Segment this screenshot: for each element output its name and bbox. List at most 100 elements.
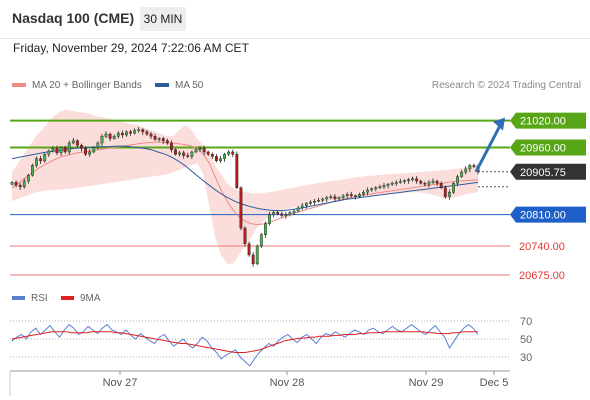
level-label-box [510,139,586,156]
candle [268,211,271,226]
candle-body [84,148,88,155]
rsi-series-rsi [11,323,479,367]
candle [304,202,308,209]
candle-body [366,189,370,193]
candle-body [14,182,18,186]
candle [447,189,451,200]
series-line-ma-50 [11,145,479,212]
candle [460,169,464,178]
candle-body [411,178,415,181]
time-axis-label: Nov 29 [409,377,444,389]
candle-body [92,147,96,153]
instrument-title: Nasdaq 100 (CME) [12,10,135,26]
candle [464,166,468,175]
candle-body [386,183,390,186]
candle-body [390,183,394,185]
candle [96,141,100,150]
candle [141,128,145,135]
candle [255,244,259,266]
candle [435,179,439,186]
candle [84,146,88,156]
candle-body [255,245,259,265]
candle-body [55,148,59,154]
candle [161,136,165,144]
candle [206,150,210,156]
candle [149,131,153,139]
candle [341,194,345,200]
candle-body [362,192,365,195]
candle-body [219,158,222,162]
candle [456,174,459,186]
candle [345,192,349,199]
candle-body [26,175,30,182]
candle-body [304,203,308,206]
candle [398,178,402,184]
candle [337,196,341,201]
candle-body [31,165,34,176]
candle-body [112,136,116,139]
candle [71,138,75,145]
rsi-tick-label: 30 [520,352,532,364]
candle [358,192,361,199]
candle [194,147,198,154]
candle-body [153,136,157,140]
candle [174,148,177,156]
level-label-20810.00: 20810.00 [510,206,586,223]
rsi-tick-label: 50 [520,334,532,346]
ma20-swatch-icon [12,83,26,88]
legend-item-rsi: RSI [12,293,48,304]
candle [431,178,435,185]
candle-body [120,132,124,136]
candle [382,182,386,190]
candle [35,156,38,168]
candle-body [264,223,267,235]
candle-body [202,148,206,153]
chart-header: Nasdaq 100 (CME) 30 MIN [0,0,590,39]
candle-body [190,151,194,157]
candle [321,197,325,203]
candle [259,232,263,249]
candle-body [186,155,190,157]
candle-body [296,207,300,212]
candle-body [223,153,226,159]
candle-body [435,180,439,184]
legend-item-ma50: MA 50 [155,80,203,91]
candle [26,173,30,184]
candle-body [358,194,361,197]
candle-body [382,185,386,188]
candle [472,163,476,169]
candle-body [137,129,141,131]
rsi-tick-label: 70 [520,316,532,328]
candle-body [456,176,459,184]
candle-body [345,194,349,197]
level-label-20675.00: 20675.00 [519,270,565,282]
candle-body [71,140,75,144]
candle [125,130,128,137]
current-price-box [510,163,586,180]
candle-body [308,201,312,204]
candle [145,130,149,136]
candle-body [374,187,378,189]
candle-body [75,140,79,146]
candle-body [39,158,43,162]
candle [415,176,419,184]
level-label-text: 20675.00 [519,270,565,282]
candle [235,151,239,190]
candle [296,205,300,213]
level-label-20960.00: 20960.00 [510,139,586,156]
candle [407,177,410,184]
interval-selector[interactable]: 30 MIN [140,7,186,31]
candle-body [129,131,132,134]
candle-body [268,214,271,224]
candle-body [353,195,357,198]
candle-body [337,197,341,200]
candle [329,194,333,200]
candle-body [370,188,374,191]
candle [370,187,374,192]
candle [411,176,415,182]
legend-item-ma20: MA 20 + Bollinger Bands [12,80,142,91]
candle [247,241,251,257]
candle [178,151,182,157]
candle [423,181,427,187]
